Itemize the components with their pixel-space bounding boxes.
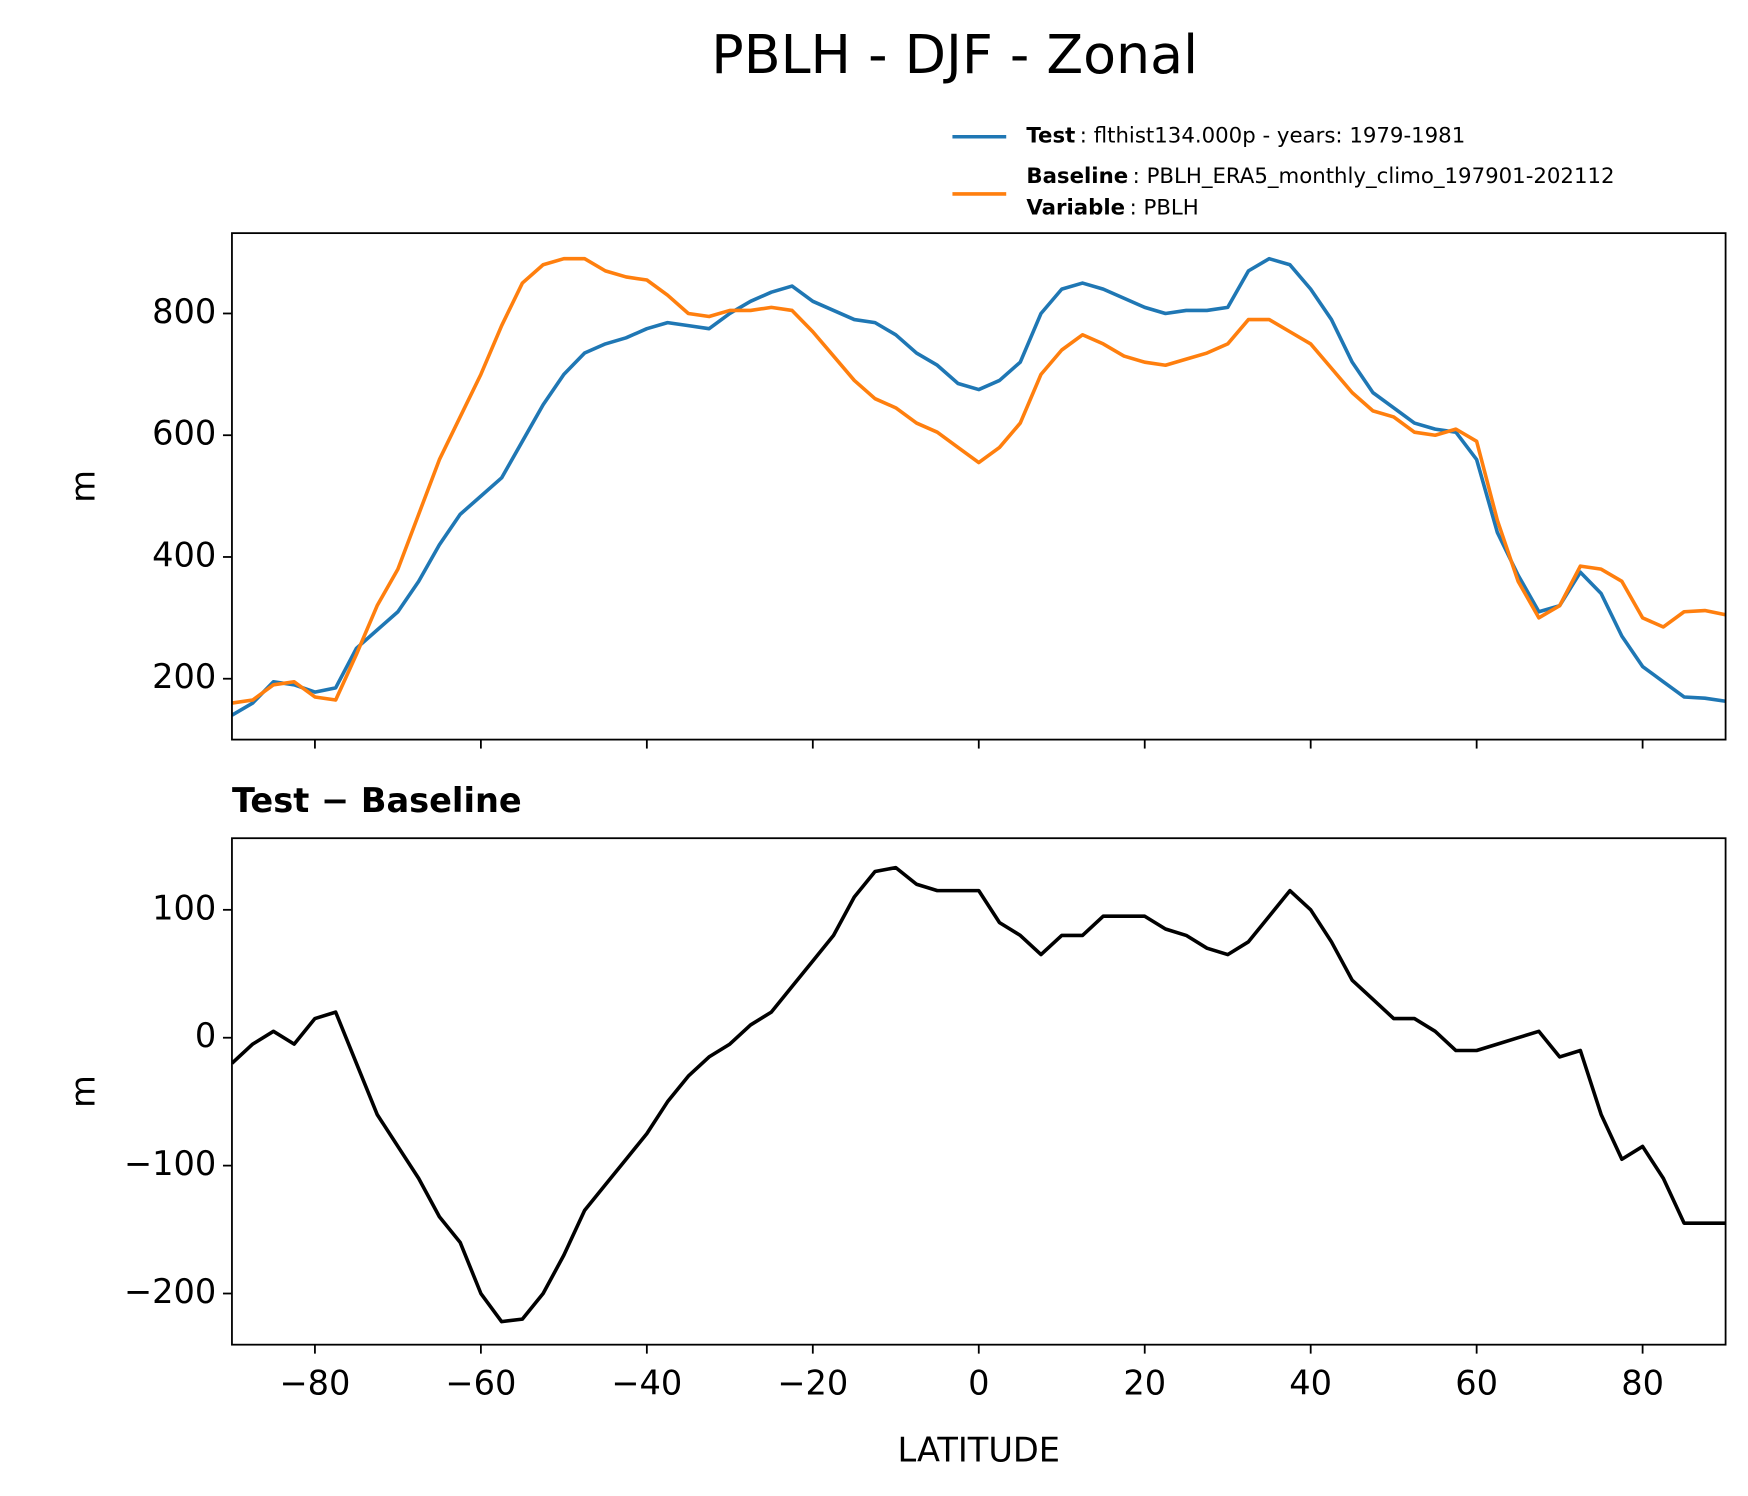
legend-name: Test [1026, 124, 1075, 149]
data-line [231, 256, 1726, 717]
y-tick-label: 100 [152, 888, 216, 927]
x-tick-label: 20 [1123, 1364, 1166, 1403]
data-line [231, 256, 1726, 705]
y-axis-label: m [64, 470, 103, 503]
y-tick-label: 800 [152, 292, 216, 331]
x-tick-label: 80 [1621, 1364, 1664, 1403]
legend-entry: Baseline: PBLH_ERA5_monthly_climo_197901… [1026, 164, 1614, 189]
figure-title: PBLH - DJF - Zonal [711, 23, 1198, 86]
y-tick-label: 200 [152, 657, 216, 696]
x-tick-label: 40 [1289, 1364, 1332, 1403]
legend-entry: Test: flthist134.000p - years: 1979-1981 [1026, 124, 1465, 149]
y-tick-label: 400 [152, 535, 216, 574]
x-tick-label: −80 [279, 1364, 350, 1403]
axes-frame [231, 232, 1727, 741]
y-tick-label: −100 [124, 1144, 216, 1183]
legend-label: : PBLH_ERA5_monthly_climo_197901-202112 [1133, 164, 1615, 189]
legend-label: : PBLH [1130, 195, 1199, 220]
x-tick-label: 0 [968, 1364, 989, 1403]
x-tick-label: −40 [611, 1364, 682, 1403]
legend-entry: Variable: PBLH [1026, 195, 1198, 220]
data-line [231, 865, 1726, 1324]
subplot-title: Test − Baseline [232, 781, 522, 820]
x-axis-label: LATITUDE [897, 1431, 1060, 1470]
legend-name: Baseline [1026, 164, 1128, 189]
legend-label: : flthist134.000p - years: 1979-1981 [1080, 124, 1465, 149]
axes-frame [231, 837, 1727, 1346]
y-tick-label: 0 [195, 1016, 216, 1055]
y-tick-label: 600 [152, 414, 216, 453]
legend-name: Variable [1026, 195, 1125, 220]
y-tick-label: −200 [124, 1272, 216, 1311]
y-axis-label: m [64, 1075, 103, 1108]
x-tick-label: −20 [777, 1364, 848, 1403]
x-tick-label: −60 [445, 1364, 516, 1403]
x-tick-label: 60 [1455, 1364, 1498, 1403]
